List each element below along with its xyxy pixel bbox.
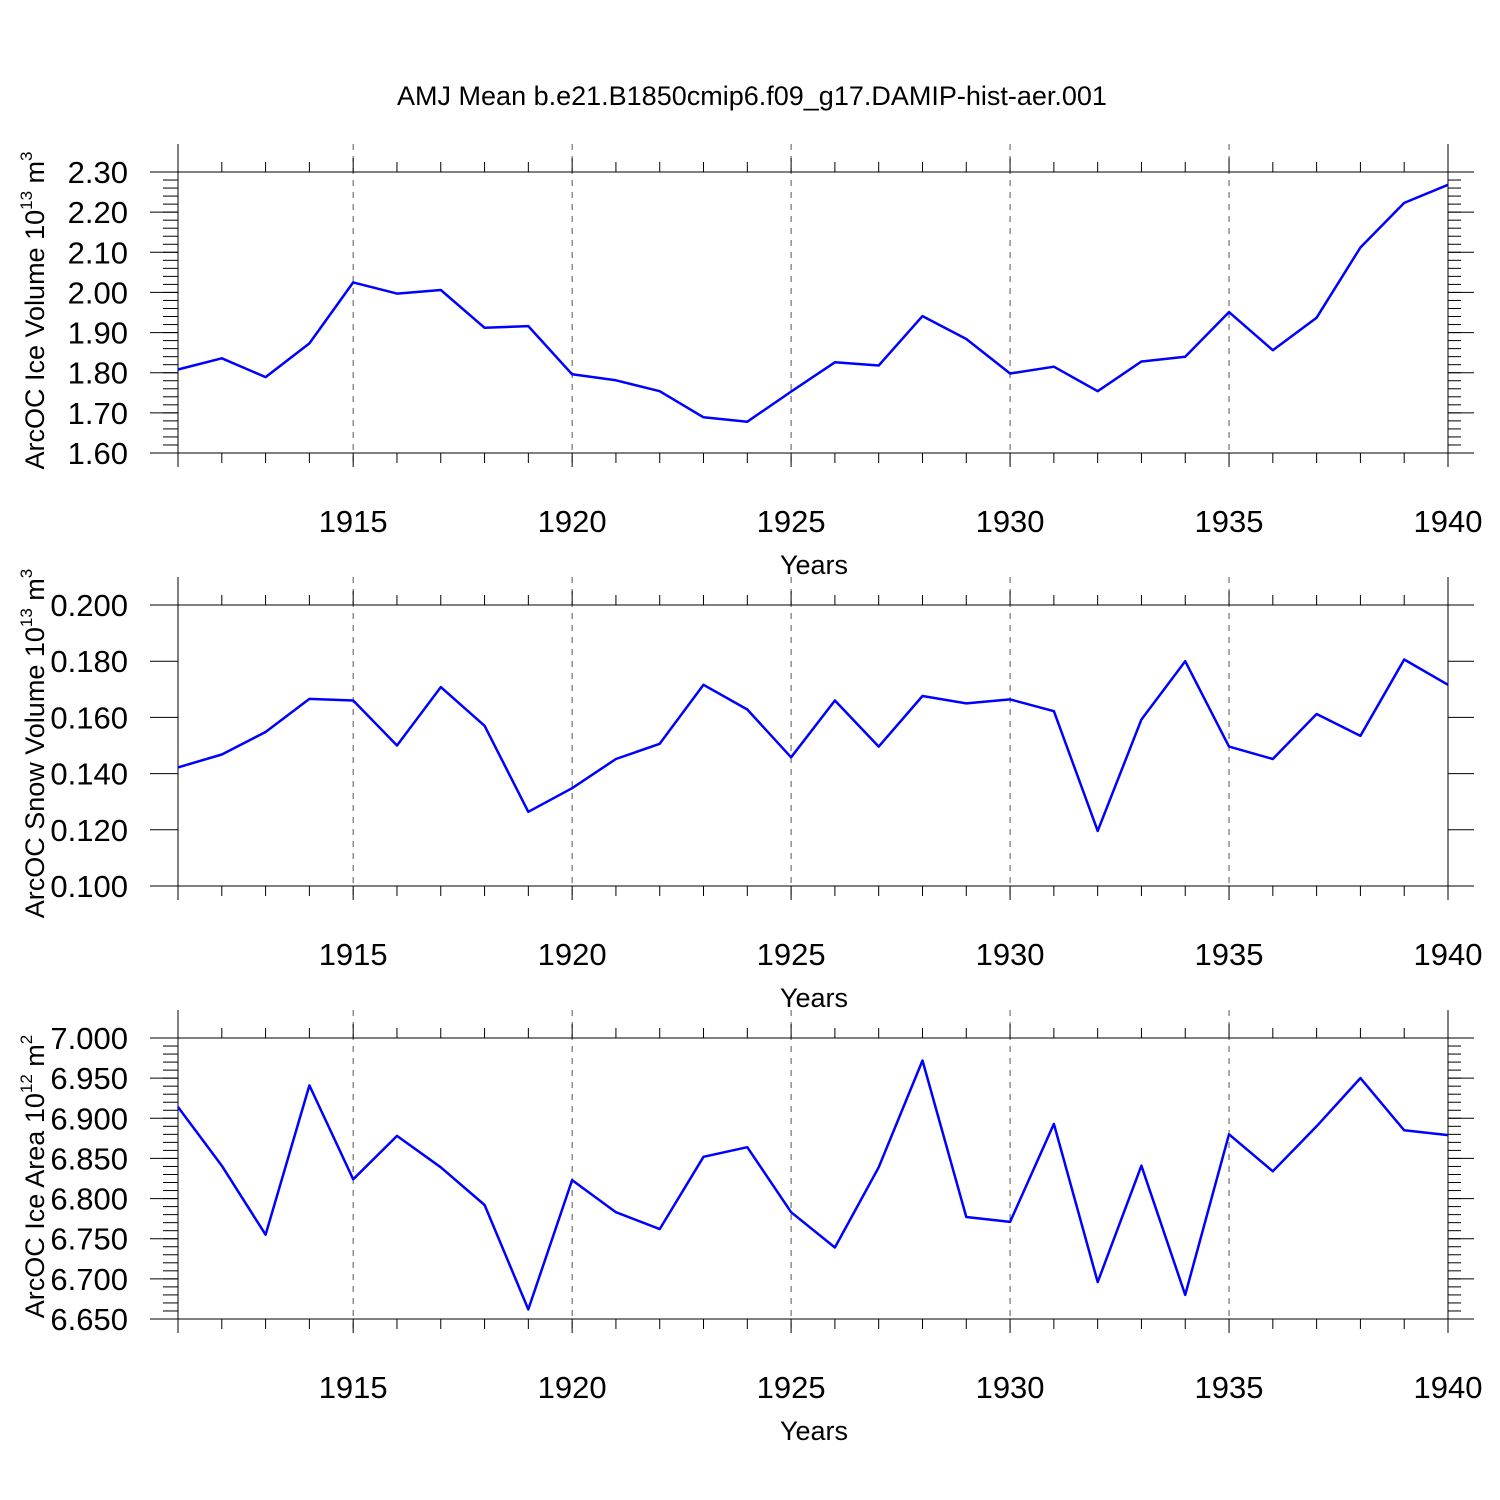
x-tick-label: 1935 — [1195, 504, 1264, 539]
y-axis-label: ArcOC Snow Volume 1013 m3 — [17, 569, 50, 919]
y-tick-label: 0.100 — [50, 869, 128, 904]
y-tick-label: 6.700 — [50, 1262, 128, 1297]
x-tick-label: 1925 — [757, 504, 826, 539]
panel-1: 1.60 1.70 1.80 1.90 2.00 2.10 2.20 2.30 1915 1920… — [17, 144, 1482, 580]
y-tick-label: 6.800 — [50, 1182, 128, 1217]
x-tick-label: 1935 — [1195, 1370, 1264, 1405]
y-tick-label: 6.850 — [50, 1141, 128, 1176]
y-tick-label: 6.950 — [50, 1061, 128, 1096]
x-tick-label: 1925 — [757, 1370, 826, 1405]
y-axis-label: ArcOC Ice Volume 1013 m3 — [17, 151, 50, 469]
x-axis-label: Years — [780, 1416, 848, 1446]
x-tick-label: 1935 — [1195, 937, 1264, 972]
x-tick-label: 1915 — [319, 504, 388, 539]
y-tick-label: 0.200 — [50, 588, 128, 623]
y-tick-label: 6.750 — [50, 1222, 128, 1257]
series-line — [176, 1059, 1449, 1311]
x-tick-label: 1930 — [976, 504, 1045, 539]
y-axis-label-text: m — [20, 1044, 50, 1074]
y-tick-label: 7.000 — [50, 1021, 128, 1056]
series-line — [177, 183, 1449, 423]
x-axis-label: Years — [780, 983, 848, 1013]
y-tick-label: 0.160 — [50, 700, 128, 735]
y-axis-label-text: m — [20, 161, 50, 191]
y-axis-label: ArcOC Ice Area 1012 m2 — [17, 1035, 50, 1319]
x-tick-label: 1930 — [976, 1370, 1045, 1405]
y-tick-label: 2.30 — [68, 155, 128, 190]
y-tick-label: 6.650 — [50, 1302, 128, 1337]
y-axis-label-superscript: 3 — [17, 569, 36, 578]
x-tick-label: 1920 — [538, 504, 607, 539]
y-tick-label: 1.70 — [68, 396, 128, 431]
y-tick-label: 0.120 — [50, 813, 128, 848]
y-tick-label: 1.90 — [68, 316, 128, 351]
x-axis-label: Years — [780, 550, 848, 580]
x-tick-label: 1915 — [319, 1370, 388, 1405]
y-axis-label-text: ArcOC Ice Volume 10 — [20, 210, 50, 470]
panel-3: 6.650 6.700 6.750 6.800 6.850 6.900 6.950 7.000… — [17, 1010, 1482, 1446]
x-tick-label: 1920 — [538, 937, 607, 972]
y-axis-label-superscript: 12 — [17, 1074, 36, 1093]
y-axis-label-superscript: 2 — [17, 1035, 36, 1044]
y-tick-label: 0.140 — [50, 757, 128, 792]
y-axis-label-text: m — [20, 578, 50, 608]
x-tick-label: 1940 — [1414, 937, 1483, 972]
y-axis-label-superscript: 13 — [17, 191, 36, 210]
x-tick-label: 1940 — [1414, 1370, 1483, 1405]
panel-2: 0.100 0.120 0.140 0.160 0.180 0.200 1915 1920 19… — [17, 569, 1482, 1013]
y-tick-label: 2.20 — [68, 195, 128, 230]
y-axis-label-superscript: 13 — [17, 608, 36, 627]
x-tick-label: 1915 — [319, 937, 388, 972]
y-tick-label: 2.00 — [68, 275, 128, 310]
series-line — [177, 658, 1449, 833]
y-tick-label: 1.60 — [68, 436, 128, 471]
y-axis-label-text: ArcOC Snow Volume 10 — [20, 627, 50, 918]
x-tick-label: 1920 — [538, 1370, 607, 1405]
y-tick-label: 0.180 — [50, 644, 128, 679]
x-tick-label: 1940 — [1414, 504, 1483, 539]
chart-title: AMJ Mean b.e21.B1850cmip6.f09_g17.DAMIP-… — [397, 81, 1107, 111]
y-axis-label-superscript: 3 — [17, 151, 36, 160]
y-axis-label-text: ArcOC Ice Area 10 — [20, 1093, 50, 1318]
x-tick-label: 1930 — [976, 937, 1045, 972]
y-tick-label: 2.10 — [68, 235, 128, 270]
y-tick-label: 1.80 — [68, 356, 128, 391]
x-tick-label: 1925 — [757, 937, 826, 972]
y-tick-label: 6.900 — [50, 1101, 128, 1136]
